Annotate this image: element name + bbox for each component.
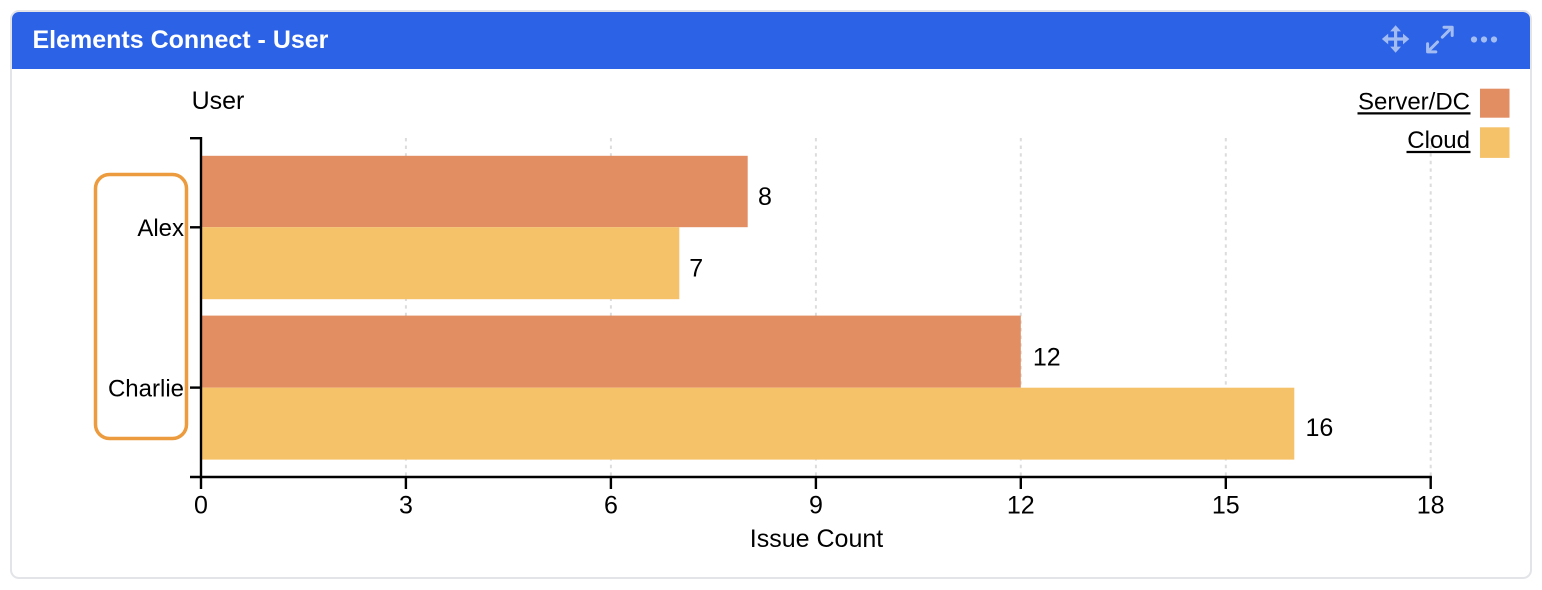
svg-text:Issue Count: Issue Count xyxy=(750,525,883,553)
svg-text:Charlie: Charlie xyxy=(108,375,184,402)
svg-text:8: 8 xyxy=(758,183,772,211)
svg-text:7: 7 xyxy=(689,254,703,282)
svg-text:15: 15 xyxy=(1212,492,1240,520)
svg-text:Alex: Alex xyxy=(137,215,184,242)
svg-text:0: 0 xyxy=(194,492,208,520)
svg-text:6: 6 xyxy=(604,492,618,520)
svg-text:12: 12 xyxy=(1033,344,1061,372)
svg-text:18: 18 xyxy=(1417,492,1445,520)
svg-text:9: 9 xyxy=(809,492,823,520)
svg-text:Server/DC: Server/DC xyxy=(1358,89,1470,116)
svg-text:User: User xyxy=(192,87,245,115)
svg-text:12: 12 xyxy=(1007,492,1035,520)
svg-text:Cloud: Cloud xyxy=(1407,127,1470,154)
svg-text:16: 16 xyxy=(1306,414,1334,442)
svg-text:3: 3 xyxy=(399,492,413,520)
